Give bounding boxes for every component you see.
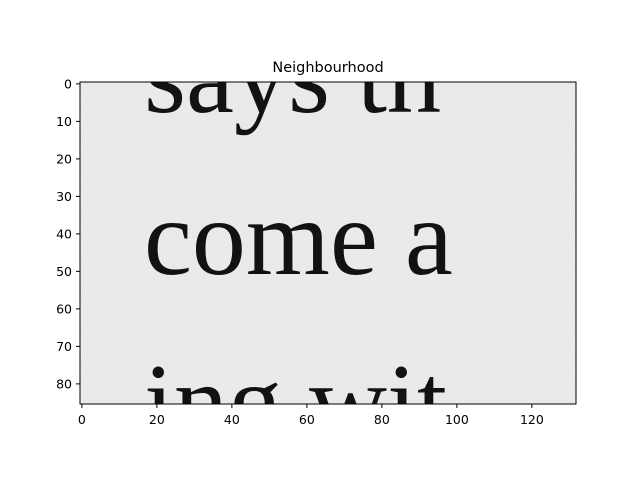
x-tick-label: 80 (374, 412, 390, 427)
chart-title: Neighbourhood (272, 60, 383, 76)
image-text-line-1: says th (144, 17, 441, 136)
y-tick-label: 70 (56, 339, 72, 354)
y-tick-label: 0 (64, 76, 72, 91)
paper-texture (80, 82, 576, 404)
y-tick-label: 50 (56, 264, 72, 279)
y-tick-label: 40 (56, 226, 72, 241)
image-text-line-2: come a (144, 179, 453, 298)
x-tick-label: 40 (224, 412, 240, 427)
x-tick-label: 0 (78, 412, 86, 427)
x-tick-label: 60 (299, 412, 315, 427)
y-tick-label: 60 (56, 301, 72, 316)
y-tick-label: 80 (56, 376, 72, 391)
x-tick-label: 120 (520, 412, 544, 427)
y-tick-label: 10 (56, 114, 72, 129)
x-tick-label: 20 (149, 412, 165, 427)
x-axis: 0 20 40 60 80 100 120 (78, 404, 544, 427)
y-tick-label: 20 (56, 151, 72, 166)
plot-frame (79, 81, 577, 405)
y-tick-label: 30 (56, 189, 72, 204)
y-axis: 0 10 20 30 40 50 60 70 80 (56, 76, 80, 391)
image-text-line-3: ing wit (144, 343, 447, 462)
x-tick-label: 100 (445, 412, 469, 427)
image-area: says th come a ing wit (80, 17, 576, 462)
